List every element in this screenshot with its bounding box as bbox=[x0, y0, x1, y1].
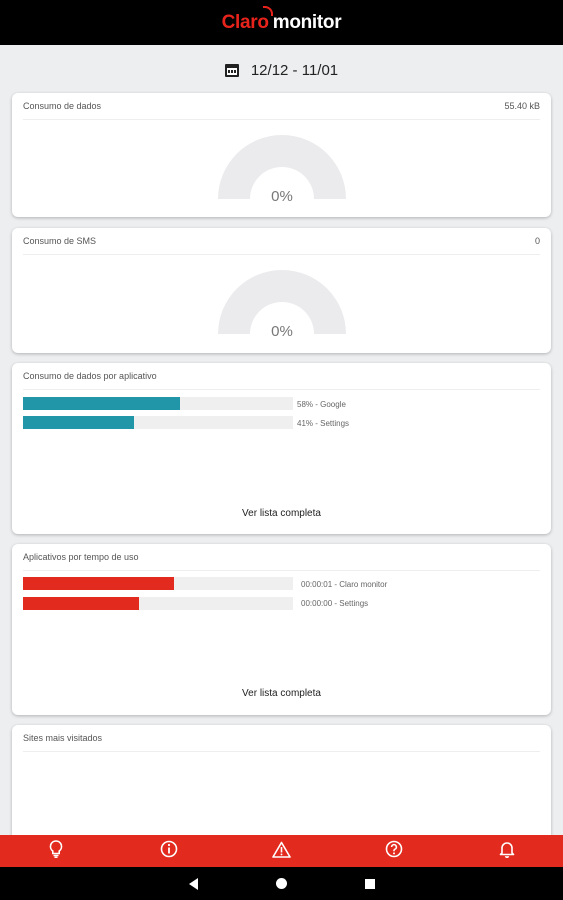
logo-brand: Claro bbox=[221, 5, 273, 33]
card-title: Consumo de dados por aplicativo bbox=[23, 371, 157, 381]
data-by-app-card: Consumo de dados por aplicativo 58% - Go… bbox=[12, 363, 551, 534]
card-header: Sites mais visitados bbox=[23, 733, 540, 752]
help-icon[interactable] bbox=[379, 840, 409, 862]
app-usage-bar bbox=[23, 416, 293, 429]
app-time-bar bbox=[23, 577, 293, 590]
card-header: Consumo de SMS 0 bbox=[23, 236, 540, 255]
claro-monitor-logo: Claro monitor bbox=[221, 5, 342, 34]
system-navigation-bar bbox=[0, 867, 563, 900]
bottom-navigation bbox=[0, 835, 563, 867]
see-full-list-link[interactable]: Ver lista completa bbox=[242, 688, 321, 699]
card-title: Sites mais visitados bbox=[23, 733, 103, 743]
calendar-icon[interactable] bbox=[224, 63, 239, 77]
bell-icon[interactable] bbox=[492, 840, 522, 862]
card-total: 55.40 kB bbox=[504, 101, 540, 111]
warning-icon[interactable] bbox=[266, 841, 296, 862]
see-full-list-link[interactable]: Ver lista completa bbox=[242, 508, 321, 519]
app-usage-label: 41% - Settings bbox=[297, 419, 350, 428]
card-header: Consumo de dados 55.40 kB bbox=[23, 101, 540, 120]
card-title: Consumo de SMS bbox=[23, 236, 97, 246]
date-range-text[interactable]: 12/12 - 11/01 bbox=[250, 61, 339, 79]
home-icon[interactable] bbox=[275, 878, 287, 889]
card-title: Consumo de dados bbox=[23, 101, 102, 111]
logo-product: monitor bbox=[272, 11, 342, 33]
lightbulb-icon[interactable] bbox=[41, 840, 71, 862]
app-time-bar bbox=[23, 597, 293, 610]
card-title: Aplicativos por tempo de uso bbox=[23, 552, 139, 562]
recents-icon[interactable] bbox=[364, 878, 375, 889]
info-icon[interactable] bbox=[154, 840, 184, 862]
app-time-bar-fill bbox=[23, 597, 140, 610]
card-header: Aplicativos por tempo de uso bbox=[23, 552, 540, 571]
data-usage-percent: 0% bbox=[271, 188, 293, 205]
sms-usage-percent: 0% bbox=[271, 323, 293, 340]
card-header: Consumo de dados por aplicativo bbox=[23, 371, 540, 390]
app-time-label: 00:00:00 - Settings bbox=[301, 599, 369, 608]
app-header: Claro monitor bbox=[0, 0, 563, 45]
card-total: 0 bbox=[534, 236, 540, 246]
sms-usage-card[interactable]: Consumo de SMS 0 0% bbox=[12, 228, 551, 353]
app-time-bar-fill bbox=[23, 577, 175, 590]
app-usage-label: 58% - Google bbox=[297, 400, 346, 409]
date-range-selector[interactable]: 12/12 - 11/01 bbox=[0, 56, 563, 84]
app-time-label: 00:00:01 - Claro monitor bbox=[301, 580, 388, 589]
data-usage-card[interactable]: Consumo de dados 55.40 kB 0% bbox=[12, 93, 551, 217]
back-icon[interactable] bbox=[188, 877, 198, 890]
app-usage-bar-fill bbox=[23, 397, 180, 410]
app-usage-bar-fill bbox=[23, 416, 134, 429]
app-usage-bar bbox=[23, 397, 293, 410]
apps-by-time-card: Aplicativos por tempo de uso 00:00:01 - … bbox=[12, 544, 551, 715]
